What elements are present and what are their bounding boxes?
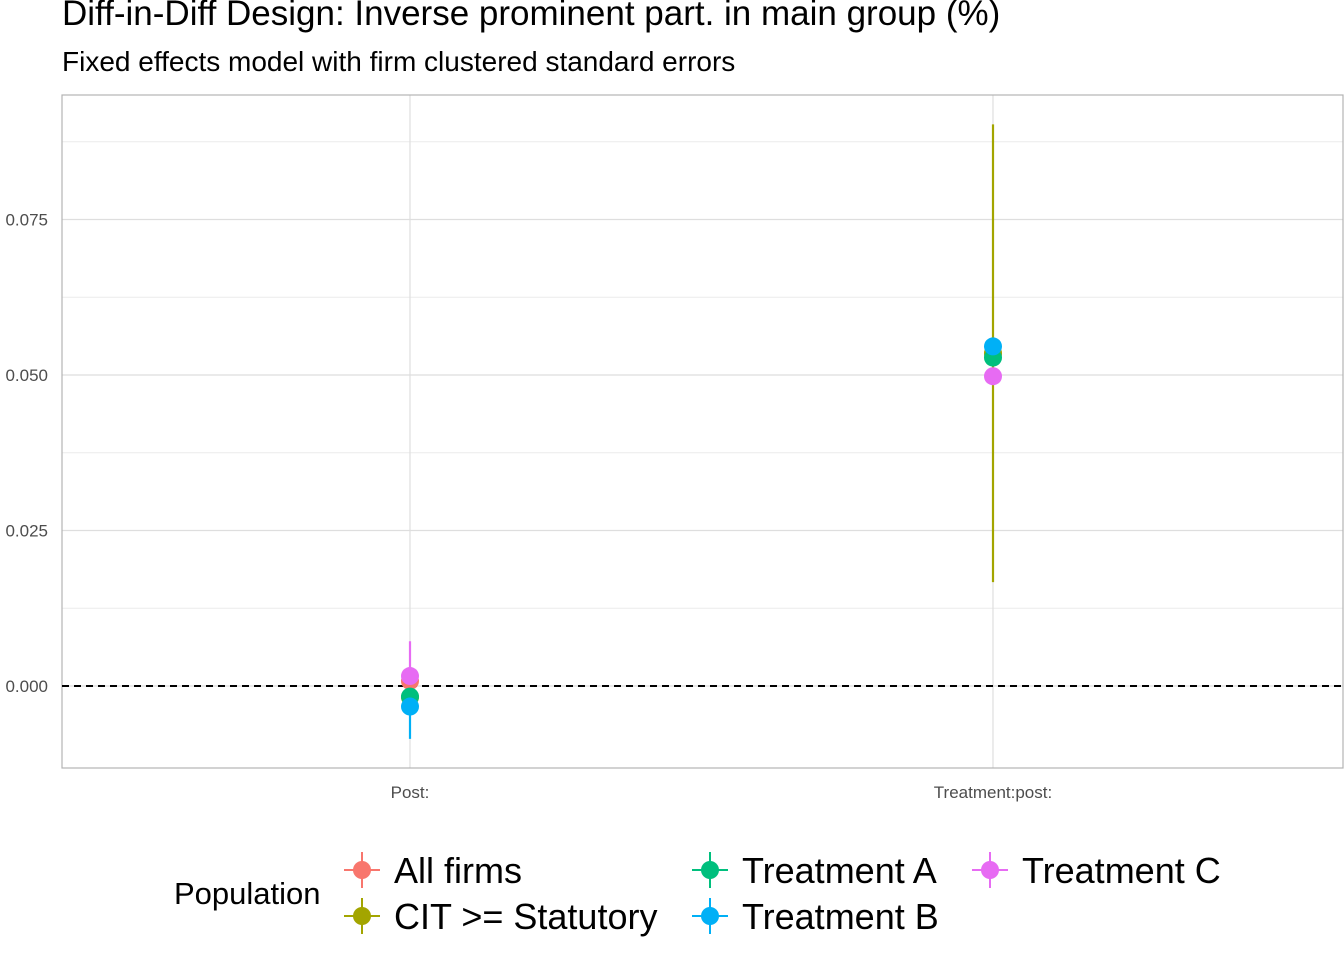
legend-label: CIT >= Statutory [394,896,658,937]
chart-subtitle: Fixed effects model with firm clustered … [62,46,736,77]
legend-label: All firms [394,850,522,891]
chart-plot: 0.000 0.025 0.050 0.075 Post: Treatment:post: [5,94,1344,802]
data-point [401,667,419,686]
x-tick-label: Treatment:post: [934,783,1052,802]
data-point [984,337,1002,356]
y-tick-label: 0.025 [5,522,48,541]
legend-key-icon [344,898,380,934]
plot-panel [62,95,1343,768]
legend: Population All firms CIT >= Statutory Trea… [174,846,1274,946]
x-tick-label: Post: [391,783,430,802]
y-tick-label: 0.075 [5,211,48,230]
data-point [401,697,419,716]
legend-key-icon [692,852,728,888]
legend-title: Population [174,876,321,911]
legend-label: Treatment B [742,896,939,937]
chart-title: Diff-in-Diff Design: Inverse prominent p… [62,0,1001,33]
legend-label: Treatment C [1022,850,1221,891]
y-tick-label: 0.000 [5,677,48,696]
plot-border [61,94,1344,769]
legend-label: Treatment A [742,850,937,891]
data-point [984,367,1002,386]
legend-key-icon [692,898,728,934]
legend-key-icon [344,852,380,888]
legend-key-icon [972,852,1008,888]
y-tick-label: 0.050 [5,366,48,385]
